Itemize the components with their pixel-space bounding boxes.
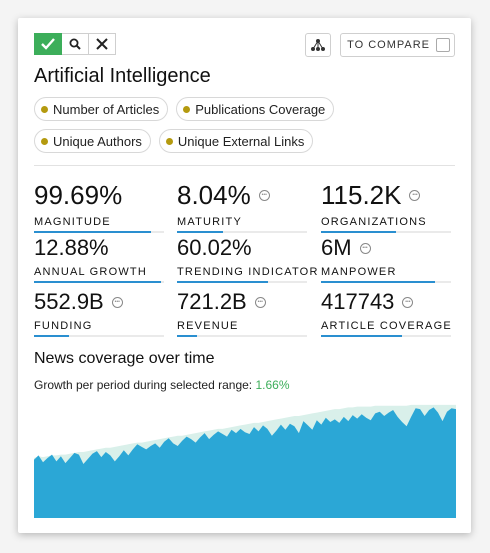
metric-organizations: 115.2K ••• ORGANIZATIONS	[321, 176, 451, 233]
metric-value-row: 552.9B •••	[34, 286, 164, 318]
growth-value: 1.66%	[255, 378, 290, 392]
metric-value-row: 8.04% •••	[177, 176, 307, 214]
news-coverage-chart[interactable]	[34, 398, 456, 518]
metric-bar-fill	[34, 231, 151, 233]
metric-bar	[34, 231, 164, 233]
close-button[interactable]	[89, 33, 116, 55]
metric-bar	[34, 281, 164, 283]
metric-value: 6M	[321, 235, 352, 260]
check-icon	[41, 38, 55, 50]
metric-bar	[177, 281, 307, 283]
chip-unique-external-links[interactable]: Unique External Links	[158, 129, 314, 153]
metric-bar-fill	[34, 335, 70, 337]
info-icon[interactable]: •••	[111, 296, 123, 308]
news-coverage-title: News coverage over time	[34, 350, 215, 367]
metric-label: ORGANIZATIONS	[321, 216, 427, 228]
metric-revenue: 721.2B ••• REVENUE	[177, 286, 307, 337]
topic-card: TO COMPARE Artificial Intelligence Numbe…	[18, 18, 471, 533]
metric-label: REVENUE	[177, 320, 239, 332]
metric-label: ARTICLE COVERAGE	[321, 320, 452, 332]
metric-value-row: 721.2B •••	[177, 286, 307, 318]
metric-annual-growth: 12.88% ANNUAL GROWTH	[34, 232, 164, 283]
metric-value: 99.69%	[34, 179, 123, 210]
metric-bar	[321, 231, 451, 233]
metric-article-coverage: 417743 ••• ARTICLE COVERAGE	[321, 286, 451, 337]
compare-checkbox[interactable]	[436, 38, 450, 52]
right-tools: TO COMPARE	[305, 33, 455, 57]
select-button[interactable]	[34, 33, 62, 55]
metric-value: 12.88%	[34, 235, 109, 260]
metric-label: MAGNITUDE	[34, 216, 111, 228]
metric-trending-indicator: 60.02% TRENDING INDICATOR	[177, 232, 319, 283]
action-toolbar	[34, 33, 116, 57]
chip-label: Unique External Links	[177, 133, 305, 149]
metric-bar-fill	[34, 281, 162, 283]
metric-magnitude: 99.69% MAGNITUDE	[34, 176, 164, 233]
metric-bar	[177, 231, 307, 233]
chip-dot	[41, 105, 48, 113]
chip-label: Publications Coverage	[195, 101, 326, 117]
metric-value: 8.04%	[177, 179, 251, 210]
divider	[34, 165, 455, 166]
metric-bar-fill	[321, 231, 397, 233]
metric-value-row: 12.88%	[34, 232, 164, 264]
info-icon[interactable]: •••	[359, 242, 371, 254]
metric-value: 60.02%	[177, 235, 252, 260]
chip-label: Number of Articles	[53, 101, 160, 117]
metric-value-row: 60.02%	[177, 232, 307, 264]
network-icon	[311, 39, 326, 51]
metric-maturity: 8.04% ••• MATURITY	[177, 176, 307, 233]
chip-number-of-articles[interactable]: Number of Articles	[34, 97, 169, 121]
metric-value-row: 417743 •••	[321, 286, 451, 318]
metric-manpower: 6M ••• MANPOWER	[321, 232, 451, 283]
metric-value-row: 115.2K •••	[321, 176, 451, 214]
metric-label: TRENDING INDICATOR	[177, 266, 319, 278]
metric-bar-fill	[321, 335, 402, 337]
chip-dot	[165, 137, 173, 145]
to-compare-button[interactable]: TO COMPARE	[340, 33, 455, 57]
metric-bar-fill	[321, 281, 436, 283]
metric-bar	[177, 335, 307, 337]
metric-value: 115.2K	[321, 179, 402, 210]
growth-label: Growth per period during selected range:	[34, 378, 256, 392]
metric-bar-fill	[177, 231, 223, 233]
metric-value-row: 99.69%	[34, 176, 164, 214]
growth-text: Growth per period during selected range:…	[34, 378, 290, 392]
metric-value: 552.9B	[34, 289, 104, 314]
metric-funding: 552.9B ••• FUNDING	[34, 286, 164, 337]
metric-value: 721.2B	[177, 289, 247, 314]
search-icon	[69, 38, 81, 50]
metric-bar-fill	[177, 281, 268, 283]
info-icon[interactable]: •••	[258, 189, 270, 201]
metric-bar	[34, 335, 164, 337]
search-button[interactable]	[62, 33, 89, 55]
network-button[interactable]	[305, 33, 332, 57]
page-title: Artificial Intelligence	[34, 65, 211, 87]
metric-label: FUNDING	[34, 320, 93, 332]
metric-label: MATURITY	[177, 216, 243, 228]
chip-label: Unique Authors	[53, 133, 142, 149]
metric-bar	[321, 335, 451, 337]
coverage-area	[34, 407, 456, 518]
close-icon	[96, 38, 108, 50]
info-icon[interactable]: •••	[409, 189, 421, 201]
metric-bar-fill	[177, 335, 197, 337]
chip-dot	[41, 137, 48, 145]
chip-publications-coverage[interactable]: Publications Coverage	[176, 97, 335, 121]
metric-label: ANNUAL GROWTH	[34, 266, 147, 278]
info-icon[interactable]: •••	[254, 296, 266, 308]
chip-dot	[183, 105, 191, 113]
metric-value: 417743	[321, 289, 395, 314]
to-compare-label: TO COMPARE	[347, 39, 430, 51]
metric-bar	[321, 281, 451, 283]
metric-chips: Number of Articles Publications Coverage…	[34, 97, 454, 153]
info-icon[interactable]: •••	[402, 296, 414, 308]
chip-unique-authors[interactable]: Unique Authors	[34, 129, 151, 153]
metric-value-row: 6M •••	[321, 232, 451, 264]
metric-label: MANPOWER	[321, 266, 397, 278]
